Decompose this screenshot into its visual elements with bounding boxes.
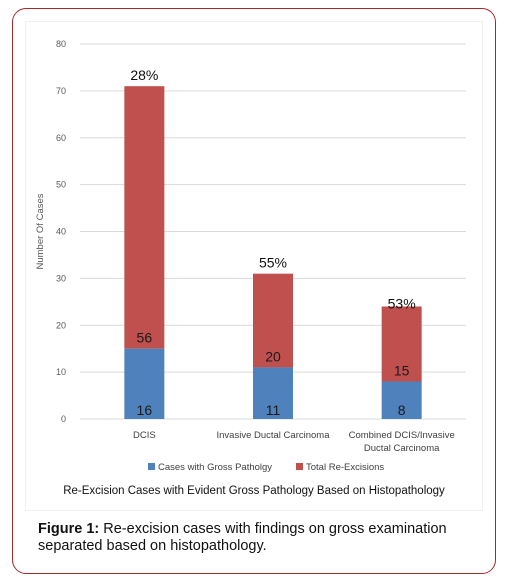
data-label-total-re-excisions: 15 (394, 363, 410, 379)
bar-gross-pathology (381, 381, 422, 419)
data-label-total-re-excisions: 20 (265, 348, 281, 364)
data-label-gross-pathology: 8 (398, 402, 406, 418)
legend-label-total-re-excisions: Total Re-Excisions (306, 462, 384, 473)
caption-label: Figure 1: (38, 521, 100, 537)
bar-gross-pathology (253, 367, 293, 419)
percent-label: 53% (388, 296, 416, 312)
bar-total-re-excisions (253, 273, 293, 368)
percent-label: 28% (130, 67, 158, 83)
figure-caption: Figure 1: Re-excision cases with finding… (38, 521, 478, 555)
x-tick-label: Ductal Carcinoma (364, 443, 440, 454)
caption-text: Re-excision cases with findings on gross… (38, 521, 447, 554)
y-tick-label: 60 (56, 133, 66, 143)
bar-gross-pathology (124, 348, 165, 419)
percent-label: 55% (259, 255, 287, 271)
y-tick-label: 20 (56, 320, 66, 330)
data-label-gross-pathology: 16 (137, 402, 153, 418)
legend-label-gross-pathology: Cases with Gross Patholgy (158, 462, 272, 473)
x-tick-label: Combined DCIS/Invasive (349, 430, 455, 441)
legend-swatch-total-re-excisions (296, 463, 303, 470)
x-tick-label: Invasive Ductal Carcinoma (217, 430, 331, 441)
y-tick-label: 10 (56, 367, 66, 377)
x-tick-label: DCIS (133, 430, 156, 441)
y-tick-label: 80 (56, 39, 66, 49)
y-tick-label: 30 (56, 273, 66, 283)
stacked-bar-chart: 0 10 20 30 40 50 60 70 80 Number Of Cases 16 56 28% D… (35, 39, 466, 497)
y-tick-label: 40 (56, 227, 66, 237)
y-tick-label: 70 (56, 86, 66, 96)
chart-title: Re-Excision Cases with Evident Gross Pat… (63, 485, 445, 497)
chart-area: 0 10 20 30 40 50 60 70 80 Number Of Cases 16 56 28% D… (26, 22, 482, 510)
y-tick-label: 50 (56, 180, 66, 190)
y-tick-label: 0 (61, 414, 66, 424)
bar-total-re-excisions (381, 306, 422, 382)
bar-total-re-excisions (124, 86, 165, 349)
data-label-gross-pathology: 11 (266, 402, 281, 418)
data-label-total-re-excisions: 56 (137, 330, 153, 346)
y-axis-label: Number Of Cases (35, 193, 46, 269)
legend-swatch-gross-pathology (148, 463, 155, 470)
